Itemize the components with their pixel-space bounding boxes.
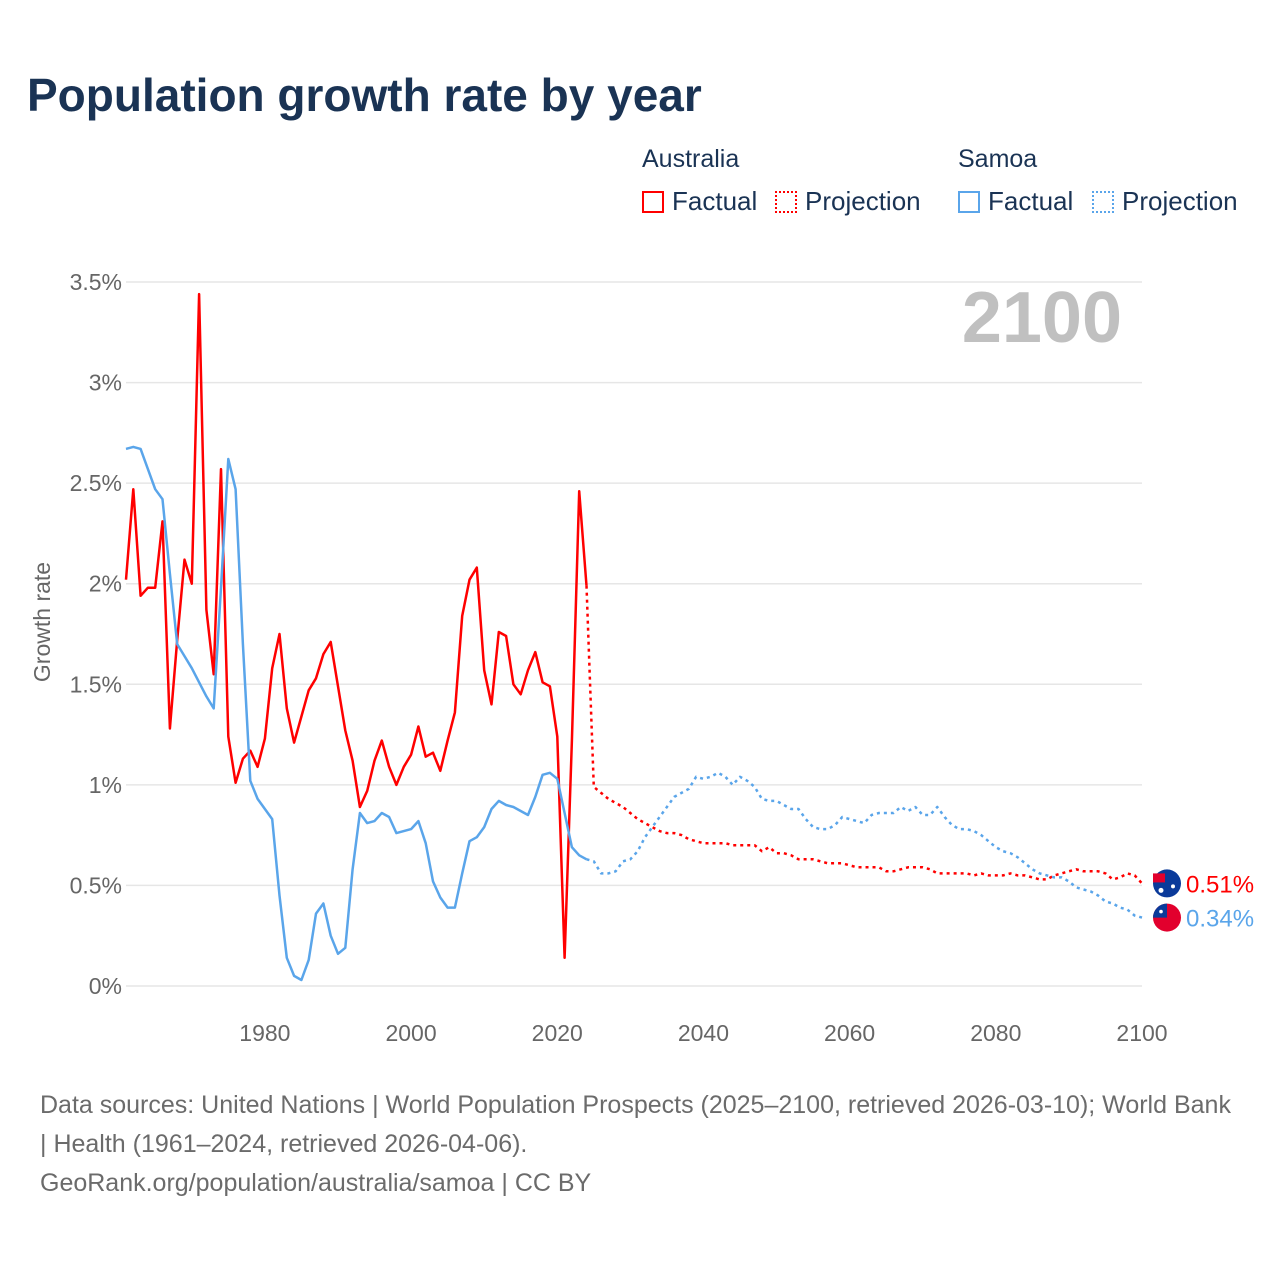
x-tick-label: 2100 [1116,1020,1167,1046]
x-tick-label: 1980 [239,1020,290,1046]
data-sources: Data sources: United Nations | World Pop… [40,1091,1231,1158]
y-axis-label: Growth rate [29,562,55,682]
x-tick-label: 2020 [532,1020,583,1046]
legend-swatch-solid-icon [642,190,664,213]
series-line-australia-projection [585,585,1143,885]
legend-samoa-projection[interactable]: Projection [1092,186,1238,217]
legend-label: Factual [672,186,758,216]
y-tick-label: 2.5% [70,470,122,496]
x-tick-label: 2080 [970,1020,1021,1046]
y-tick-label: 2% [89,571,122,597]
legend-label: Projection [1122,186,1238,216]
end-value-label-samoa: 0.34% [1186,906,1254,933]
series-line-samoa-factual [125,445,588,982]
flag-australia-icon [1153,869,1181,898]
y-tick-label: 3.5% [70,269,122,295]
plot-area: 2100 Growth rate 0% 0.5% 1% 1.5% 2% 2.5% 3% 3.5… [29,269,1254,1046]
legend-label: Factual [988,186,1074,216]
y-tick-label: 0.5% [70,872,122,898]
legend-group-australia: Australia [642,145,740,173]
legend-australia-factual[interactable]: Factual [642,186,757,217]
series-line-australia-factual [124,292,588,960]
legend-swatch-solid-icon [958,190,980,213]
x-tick-label: 2040 [678,1020,729,1046]
flag-star [1171,884,1175,889]
legend-group-samoa: Samoa [958,145,1038,173]
footer: Data sources: United Nations | World Pop… [40,1086,1240,1203]
credit-link[interactable]: GeoRank.org/population/australia/samoa |… [40,1169,592,1197]
chart-title: Population growth rate by year [27,69,702,121]
legend-swatch-dotted-icon [1092,190,1114,213]
series-line-samoa-projection [586,771,1143,919]
end-value-label-australia: 0.51% [1186,871,1254,898]
flag-star [1158,887,1164,893]
flag-canton [1153,873,1165,883]
x-tick-label: 2060 [824,1020,875,1046]
legend-australia-projection[interactable]: Projection [775,186,921,217]
y-tick-label: 1% [89,772,122,798]
legend-label: Projection [805,186,921,216]
legend-swatch-dotted-icon [775,190,797,213]
y-tick-label: 0% [89,973,122,999]
legend-samoa-factual[interactable]: Factual [958,186,1073,217]
flag-samoa-icon [1153,903,1181,932]
year-watermark: 2100 [962,278,1122,358]
x-tick-label: 2000 [385,1020,436,1046]
y-tick-label: 3% [89,370,122,396]
y-tick-label: 1.5% [70,671,122,697]
flag-star [1159,909,1163,914]
